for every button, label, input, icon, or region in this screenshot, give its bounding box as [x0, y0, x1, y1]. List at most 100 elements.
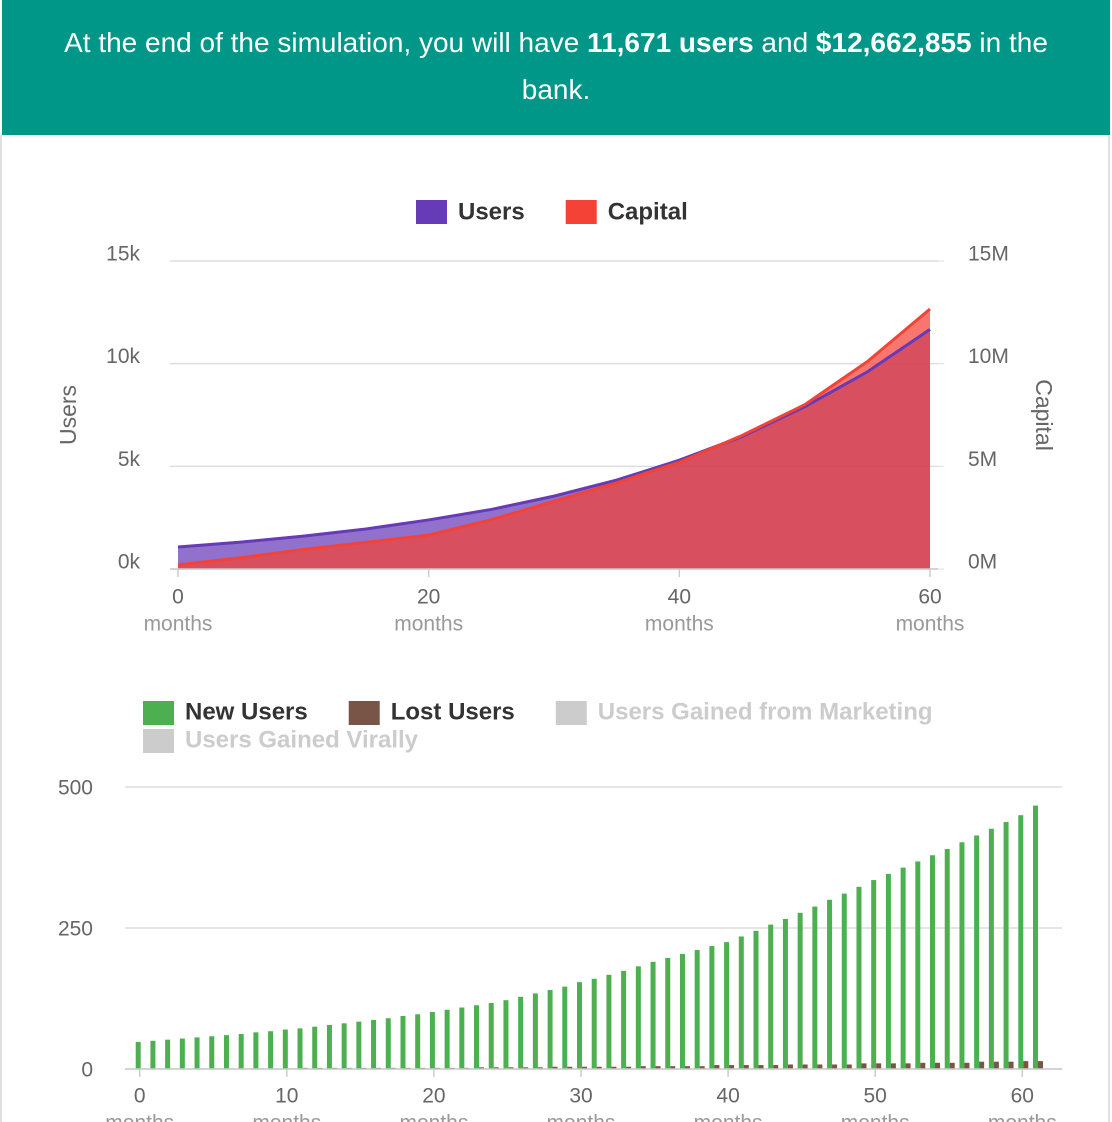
bar	[459, 1007, 465, 1069]
bar	[621, 970, 627, 1069]
bar	[581, 1066, 587, 1069]
bar	[635, 966, 641, 1069]
x-tick-label: 10	[275, 1085, 298, 1108]
bar	[890, 1063, 896, 1069]
bar	[493, 1067, 499, 1069]
bar	[474, 1005, 480, 1069]
bar	[738, 936, 744, 1069]
bar	[802, 1064, 808, 1069]
bar	[709, 946, 715, 1069]
bar	[532, 993, 538, 1069]
bar	[537, 1067, 543, 1069]
bar	[591, 978, 597, 1069]
summary-text: and	[753, 27, 816, 58]
legend-swatch	[348, 701, 380, 725]
bar	[562, 986, 568, 1069]
summary-capital: $12,662,855	[815, 27, 972, 58]
bar	[773, 1065, 779, 1069]
bar	[935, 1062, 941, 1069]
bar	[297, 1028, 303, 1069]
x-unit-label: months	[988, 1112, 1057, 1122]
bar	[885, 873, 891, 1069]
bar	[753, 930, 759, 1069]
bar	[268, 1031, 274, 1069]
summary-text: in the bank.	[521, 27, 1048, 105]
legend-label: Users Gained from Marketing	[598, 698, 933, 725]
y2-axis-title: Capital	[1031, 379, 1057, 451]
bar	[988, 828, 994, 1069]
bar	[576, 982, 582, 1069]
y-tick-label: 5k	[118, 448, 141, 471]
bar	[797, 912, 803, 1069]
bar	[684, 1066, 690, 1069]
bar	[915, 861, 921, 1069]
y-tick-label: 500	[58, 777, 93, 800]
bar	[523, 1067, 529, 1069]
bar	[841, 893, 847, 1069]
y-tick-label: 10k	[106, 345, 140, 368]
bar	[694, 949, 700, 1069]
bar	[743, 1065, 749, 1069]
bar	[282, 1029, 288, 1069]
bar	[1008, 1061, 1014, 1069]
bar	[385, 1018, 391, 1069]
bar	[135, 1041, 141, 1069]
bar	[165, 1039, 171, 1069]
bar	[714, 1065, 720, 1069]
bar	[964, 1062, 970, 1069]
legend-swatch	[143, 729, 174, 753]
bar	[993, 1061, 999, 1069]
bar	[415, 1014, 421, 1069]
bar	[253, 1032, 259, 1069]
bar	[567, 1066, 573, 1069]
y2-tick-label: 15M	[968, 243, 1009, 266]
summary-text: At the end of the simulation, you will h…	[64, 27, 588, 58]
legend-label: Lost Users	[391, 698, 515, 725]
bar	[479, 1067, 485, 1069]
bar	[655, 1066, 661, 1069]
bar	[356, 1021, 362, 1069]
legend-label: Capital	[608, 198, 688, 225]
bar	[1003, 821, 1009, 1069]
bar	[679, 953, 685, 1069]
x-unit-label: months	[896, 613, 965, 636]
area	[178, 308, 930, 569]
bar	[488, 1003, 494, 1069]
line	[177, 307, 931, 567]
bar	[547, 990, 553, 1069]
legend-swatch	[143, 701, 174, 725]
x-unit-label: months	[694, 1112, 763, 1122]
bar	[194, 1037, 200, 1069]
bar	[959, 842, 965, 1069]
x-unit-label: months	[394, 613, 463, 636]
bar	[876, 1063, 882, 1069]
y-axis-title: Users	[55, 385, 81, 445]
x-tick-label: 60	[918, 586, 941, 609]
summary-banner: At the end of the simulation, you will h…	[2, 0, 1110, 135]
y-tick-label: 0k	[118, 551, 141, 574]
bar	[179, 1038, 185, 1069]
bar	[787, 1064, 793, 1069]
bar	[861, 1063, 867, 1069]
bar	[812, 906, 818, 1069]
bar	[508, 1067, 514, 1069]
bar	[371, 1019, 377, 1069]
bar	[341, 1023, 347, 1069]
x-tick-label: 40	[668, 586, 691, 609]
bar	[871, 880, 877, 1069]
legend-swatch	[555, 701, 587, 725]
bar	[650, 961, 656, 1069]
y-tick-label: 250	[58, 918, 93, 941]
summary-users: 11,671 users	[587, 27, 754, 58]
bar	[1018, 815, 1024, 1069]
bar	[1032, 805, 1038, 1069]
x-tick-label: 60	[1011, 1085, 1034, 1108]
y-tick-label: 15k	[106, 243, 140, 266]
bar	[518, 996, 524, 1069]
bar	[856, 886, 862, 1069]
bar	[596, 1066, 602, 1069]
legend-label: Users Gained Virally	[185, 726, 419, 753]
bar	[444, 1009, 450, 1069]
